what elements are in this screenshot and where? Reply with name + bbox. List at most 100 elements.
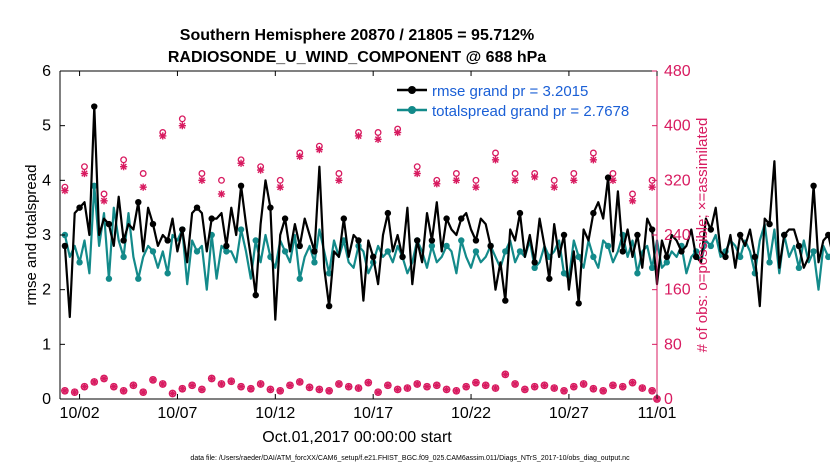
x-tick-label: 10/17 xyxy=(353,405,393,422)
obs-assimilated-point xyxy=(403,384,412,392)
obs-possible-point xyxy=(629,190,636,198)
obs-assimilated-point xyxy=(472,379,480,387)
rmse-point xyxy=(825,231,830,239)
obs-assimilated-point xyxy=(296,378,304,386)
obs-assimilated-point xyxy=(531,173,539,181)
x-tick-label: 10/27 xyxy=(549,405,589,422)
obs-assimilated-point xyxy=(237,159,245,167)
obs-assimilated-point xyxy=(120,163,128,171)
obs-assimilated-point xyxy=(129,381,138,389)
obs-assimilated-point xyxy=(628,379,637,387)
obs-assimilated-point xyxy=(501,370,509,378)
obs-assimilated-point xyxy=(257,166,265,174)
obs-assimilated-point xyxy=(462,383,470,391)
rmse-point xyxy=(707,226,715,233)
obs-assimilated-point xyxy=(413,169,421,178)
obs-assimilated-point xyxy=(599,387,607,395)
obs-assimilated-point xyxy=(247,385,255,393)
rmse-point xyxy=(516,209,524,217)
chart-title-line2: RADIOSONDE_U_WIND_COMPONENT @ 688 hPa xyxy=(168,49,546,66)
rmse-point xyxy=(795,242,803,250)
totalspread-point xyxy=(428,242,436,250)
obs-assimilated-point xyxy=(423,383,431,391)
obs-possible-point xyxy=(589,149,597,157)
rmse-point xyxy=(619,248,626,255)
obs-assimilated-point xyxy=(71,388,79,396)
rmse-point xyxy=(208,215,215,222)
totalspread-point xyxy=(164,270,171,277)
plot-area xyxy=(60,71,657,399)
obs-assimilated-point xyxy=(560,387,568,395)
obs-assimilated-point xyxy=(364,379,372,387)
totalspread-point xyxy=(105,275,113,282)
obs-possible-point xyxy=(335,170,343,177)
y-axis-label-left: rmse and totalspread xyxy=(23,165,40,306)
obs-possible-point xyxy=(550,176,558,184)
totalspread-point xyxy=(384,248,392,255)
obs-possible-point xyxy=(139,170,147,177)
obs-assimilated-point xyxy=(168,389,177,398)
x-tick-label: 10/07 xyxy=(157,405,197,422)
obs-assimilated-point xyxy=(433,180,441,188)
obs-assimilated-point xyxy=(589,385,597,393)
obs-assimilated-point xyxy=(335,176,343,184)
rmse-point xyxy=(458,215,465,222)
obs-assimilated-point xyxy=(178,385,186,393)
y-tick-label-right: 80 xyxy=(664,336,682,353)
obs-assimilated-point xyxy=(413,380,421,388)
obs-possible-point xyxy=(452,170,460,177)
obs-assimilated-point xyxy=(521,385,529,394)
rmse-point xyxy=(61,242,69,250)
chart-title-line1: Southern Hemisphere 20870 / 21805 = 95.7… xyxy=(180,27,534,44)
rmse-line xyxy=(63,105,830,321)
rmse-point xyxy=(311,248,318,255)
obs-assimilated-point xyxy=(609,176,617,184)
obs-assimilated-point xyxy=(139,388,147,396)
totalspread-point xyxy=(590,253,597,261)
totalspread-point xyxy=(443,242,450,250)
y-tick-label-left: 6 xyxy=(42,63,51,80)
obs-possible-point xyxy=(374,129,382,136)
rmse-point xyxy=(355,237,362,244)
rmse-point xyxy=(179,226,186,233)
totalspread-point xyxy=(516,248,524,255)
totalspread-point xyxy=(252,237,259,244)
totalspread-point xyxy=(325,270,333,277)
obs-assimilated-point xyxy=(335,380,343,388)
totalspread-point xyxy=(472,248,480,255)
obs-possible-point xyxy=(81,163,88,171)
obs-assimilated-point xyxy=(374,388,382,396)
y-tick-label-left: 5 xyxy=(42,118,51,135)
rmse-point xyxy=(575,300,582,307)
rmse-point xyxy=(604,174,612,181)
y-tick-label-right: 320 xyxy=(664,172,691,189)
totalspread-point xyxy=(648,264,656,271)
obs-assimilated-point xyxy=(149,376,157,384)
obs-assimilated-point xyxy=(482,381,490,389)
y-tick-label-left: 4 xyxy=(42,172,51,189)
obs-assimilated-point xyxy=(159,380,167,388)
obs-possible-point xyxy=(472,176,480,184)
totalspread-point xyxy=(795,264,803,271)
rmse-point xyxy=(751,253,759,261)
rmse-point xyxy=(678,248,685,255)
rmse-point xyxy=(428,237,436,244)
rmse-point xyxy=(487,242,494,250)
obs-assimilated-point xyxy=(61,387,69,395)
obs-assimilated-point xyxy=(266,385,275,394)
obs-assimilated-point xyxy=(90,378,98,386)
rmse-point xyxy=(105,220,113,228)
obs-assimilated-point xyxy=(208,374,216,383)
rmse-point xyxy=(252,291,259,299)
totalspread-point xyxy=(149,248,157,255)
x-axis-label: Oct.01,2017 00:00:00 start xyxy=(262,429,452,446)
totalspread-point xyxy=(707,242,715,250)
rmse-point xyxy=(443,215,450,222)
legend-rmse-label: rmse grand pr = 3.2015 xyxy=(432,83,588,100)
obs-possible-point xyxy=(276,176,284,184)
obs-assimilated-point xyxy=(550,183,558,191)
obs-assimilated-point xyxy=(305,383,314,391)
obs-assimilated-point xyxy=(80,383,89,391)
x-tick-label: 10/22 xyxy=(451,405,491,422)
x-tick-label: 10/02 xyxy=(60,405,100,422)
